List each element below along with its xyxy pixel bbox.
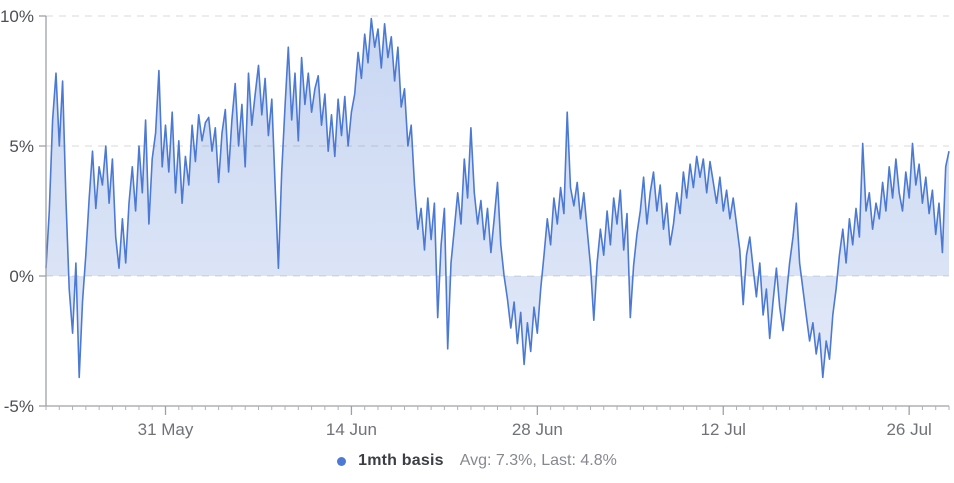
legend-item-1mth-basis[interactable]: 1mth basis Avg: 7.3%, Last: 4.8% <box>337 452 617 470</box>
axis-labels: 10% 5% 0% -5% 31 May 14 Jun 28 Jun 12 Jul 26 Jul <box>0 7 932 439</box>
x-axis-label: 26 Jul <box>886 420 931 439</box>
y-axis-label: 5% <box>9 137 34 156</box>
axes <box>39 15 950 415</box>
legend-series-stats: Avg: 7.3%, Last: 4.8% <box>459 452 617 469</box>
basis-chart: 10% 5% 0% -5% 31 May 14 Jun 28 Jun 12 Jul 26 Jul <box>0 7 950 439</box>
legend-marker-dot-icon <box>337 456 347 466</box>
y-axis-label: -5% <box>4 397 34 416</box>
legend: 1mth basis Avg: 7.3%, Last: 4.8% <box>0 452 954 470</box>
x-axis-label: 31 May <box>138 420 194 439</box>
x-axis-label: 28 Jun <box>512 420 563 439</box>
legend-series-label: 1mth basis <box>358 452 444 469</box>
x-axis-label: 14 Jun <box>326 420 377 439</box>
x-axis-label: 12 Jul <box>701 420 746 439</box>
series-line-1mth-basis[interactable] <box>45 17 950 379</box>
y-axis-label: 10% <box>0 7 34 26</box>
y-axis-label: 0% <box>9 267 34 286</box>
series-group <box>45 17 950 379</box>
